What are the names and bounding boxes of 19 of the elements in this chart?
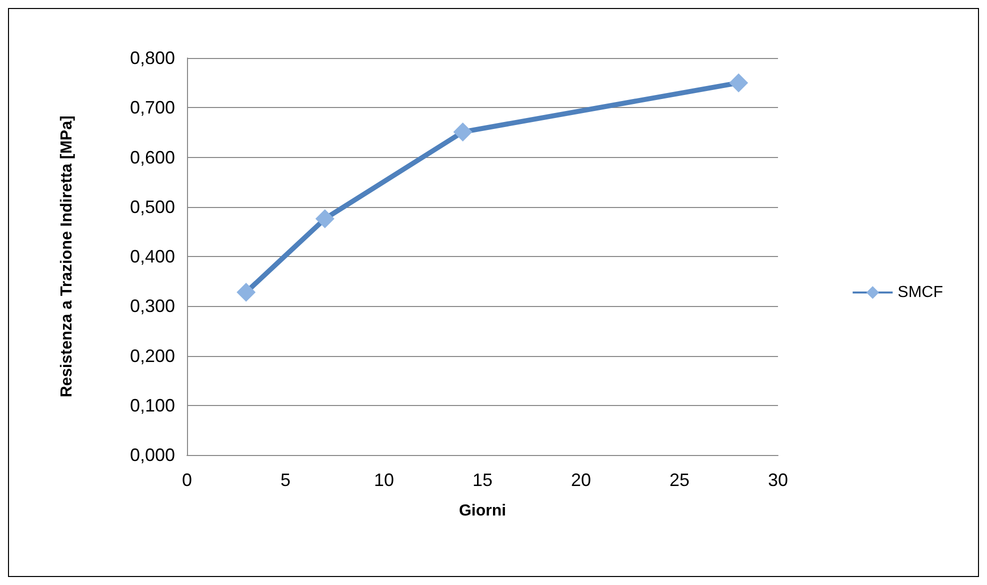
x-tick-label: 30	[768, 470, 788, 490]
y-tick-label: 0,400	[130, 246, 175, 266]
x-tick-label: 20	[570, 470, 592, 490]
legend-label: SMCF	[898, 284, 944, 301]
x-tick-label: 10	[374, 470, 394, 490]
y-axis-title: Resistenza a Trazione Indiretta [MPa]	[58, 116, 76, 398]
y-tick-label: 0,800	[130, 48, 175, 68]
y-tick-label: 0,200	[130, 346, 175, 366]
y-tick-label: 0,500	[130, 196, 175, 217]
y-tick-label: 0,700	[130, 98, 175, 118]
x-tick-label: 5	[280, 470, 291, 490]
x-axis-title: Giorni	[458, 502, 506, 520]
y-tick-label: 0,300	[130, 296, 175, 316]
y-tick-label: 0,000	[130, 445, 175, 465]
x-tick-label: 15	[472, 470, 493, 490]
x-tick-label: 25	[669, 470, 690, 490]
y-tick-label: 0,600	[130, 147, 175, 168]
y-tick-label: 0,100	[130, 395, 175, 416]
x-tick-label: 0	[182, 470, 192, 490]
